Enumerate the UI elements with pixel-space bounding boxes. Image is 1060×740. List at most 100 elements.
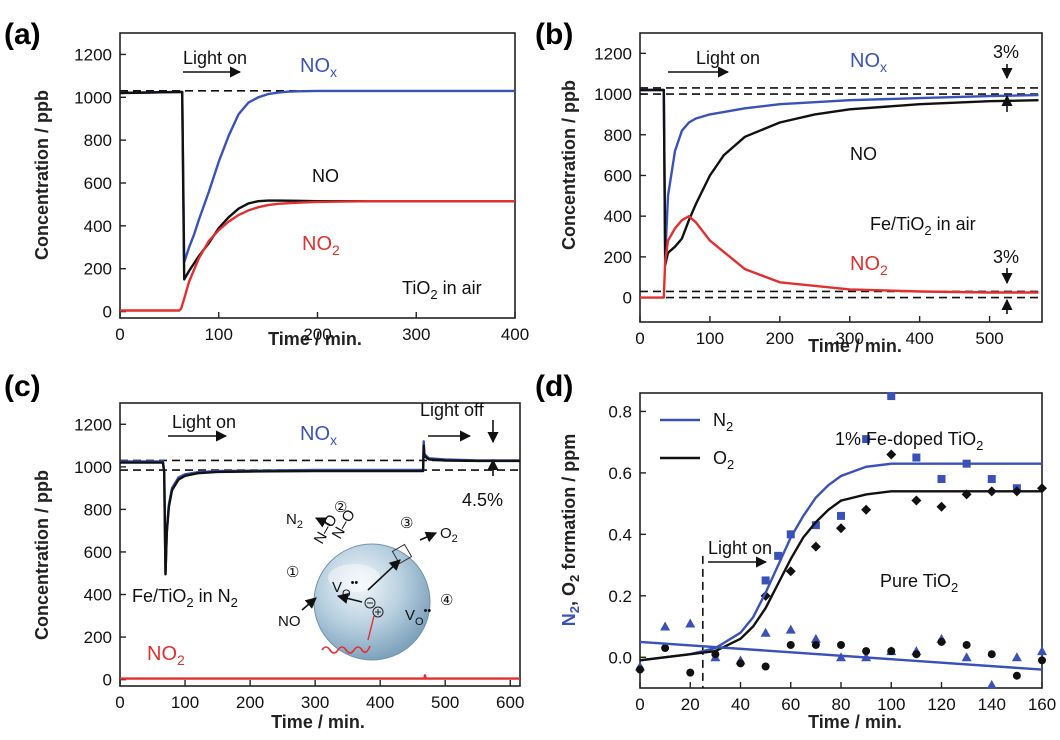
panel-c-condition: Fe/TiO2 in N2 xyxy=(132,586,238,610)
hole-symbol xyxy=(372,606,384,618)
panel-b-ytick-label: 200 xyxy=(604,248,632,267)
panel-b-ytick-label: 600 xyxy=(604,166,632,185)
panel-d-point-triangle xyxy=(986,679,997,689)
panel-d-fit-line xyxy=(639,462,1042,662)
panel-b-label: (b) xyxy=(535,18,573,51)
panel-d-point-square xyxy=(811,521,820,530)
panel-a-ytick-label: 600 xyxy=(84,174,112,193)
reaction-scheme: VO•• VO•• NO ① ② ③ ④ N2 N–O N–O O2 xyxy=(278,499,458,661)
panel-c-plot: 0 100 200 300 400 500 600 0 200 400 600 800 1000 1200 xyxy=(74,402,524,712)
panel-d-point-circle xyxy=(887,647,896,656)
panel-a-xtick-label: 300 xyxy=(402,325,430,344)
panel-d-point-diamond xyxy=(810,541,821,552)
panel-a-xtick-label: 100 xyxy=(205,325,233,344)
panel-a-nox-label: NOx xyxy=(300,55,337,80)
panel-c-xtick-label: 500 xyxy=(431,693,459,712)
panel-b-nox-label: NOx xyxy=(850,50,887,75)
panel-b-plot: 0 100 200 300 400 500 0 200 400 600 800 1000 1200 xyxy=(594,32,1043,348)
panel-d-point-diamond xyxy=(836,523,846,534)
panel-d-xtick-label: 0 xyxy=(635,695,644,714)
panel-d-xtick-label: 160 xyxy=(1028,695,1056,714)
panel-d-point-square xyxy=(786,530,795,539)
panel-c-xtick-label: 600 xyxy=(496,693,524,712)
panel-c-light-on: Light on xyxy=(172,412,236,432)
step-1: ① xyxy=(286,564,299,581)
panel-c-xtick-label: 300 xyxy=(301,693,329,712)
panel-d-point-triangle xyxy=(760,627,771,637)
panel-d-point-square xyxy=(937,475,946,484)
panel-d-point-square xyxy=(837,511,845,520)
panel-a-condition: TiO2 in air xyxy=(402,278,482,302)
panel-a-series-nox xyxy=(119,89,515,264)
panel-c-series-no2 xyxy=(120,674,520,680)
panel-c-ytick-label: 0 xyxy=(103,671,112,690)
panel-c-ytick-label: 1000 xyxy=(74,458,112,477)
panel-c-label: (c) xyxy=(4,370,41,403)
panel-d-xlabel: Time / min. xyxy=(808,712,902,732)
panel-d-point-circle xyxy=(636,665,644,674)
panel-d-point-circle xyxy=(786,640,795,649)
panel-d-point-circle xyxy=(761,662,770,671)
panel-d-point-square xyxy=(887,392,896,401)
panel-d-point-circle xyxy=(811,640,820,649)
panel-d-plot: 0 20 40 60 80 100 120 140 160 0.0 0.2 0.4 0.6 0.8 xyxy=(608,392,1056,714)
panel-a-xtick-label: 400 xyxy=(501,325,529,344)
panel-d-point-square xyxy=(862,435,871,444)
panel-a-label: (a) xyxy=(4,18,41,51)
panel-d-point-diamond xyxy=(936,501,947,512)
panel-d-point-square xyxy=(774,551,783,560)
panel-c-xtick-label: 0 xyxy=(115,693,124,712)
panel-b-xtick-label: 200 xyxy=(766,329,794,348)
panel-d-ytick-label: 0.4 xyxy=(608,525,632,544)
panel-b-no-label: NO xyxy=(850,144,877,164)
panel-a-ytick-label: 800 xyxy=(84,131,112,150)
panel-b-frame xyxy=(639,32,1043,323)
panel-a-xtick-label: 200 xyxy=(303,325,331,344)
panel-c-ytick-label: 200 xyxy=(84,628,112,647)
electron-transfer-arrow xyxy=(336,593,363,604)
panel-b-light-on: Light on xyxy=(696,48,760,68)
no-adsorb-arrow xyxy=(301,597,317,611)
panel-a-ytick-label: 400 xyxy=(84,217,112,236)
panel-d-point-circle xyxy=(912,650,921,659)
panel-c: (c) Concentration / ppb Time / min. 0 100… xyxy=(4,370,524,732)
panel-a-ytick-label: 1200 xyxy=(74,45,112,64)
panel-d-ytick-label: 0.8 xyxy=(608,402,632,421)
tio2-particle xyxy=(313,543,431,661)
panel-a-light-on: Light on xyxy=(183,48,247,68)
panel-a-plot: 0 100 200 300 400 0 200 400 600 800 1000 1200 xyxy=(74,32,529,344)
panel-b-ytick-label: 800 xyxy=(604,126,632,145)
panel-c-pct: 4.5% xyxy=(462,490,503,510)
panel-d-xtick-label: 100 xyxy=(877,695,905,714)
panel-d-point-circle xyxy=(1038,656,1046,665)
panel-d-point-circle xyxy=(686,668,695,677)
legend-n2-label: N2 xyxy=(713,410,733,434)
panel-d-legend: N2 O2 xyxy=(660,410,734,472)
panel-a-ylabel: Concentration / ppb xyxy=(32,90,52,260)
panel-a: (a) Concentration / ppb Time / min. 0 100… xyxy=(4,18,529,349)
panel-d-point-circle xyxy=(937,637,946,646)
panel-d-fit-line xyxy=(639,490,1042,662)
panel-d: (d) N2, O2 formation / ppm Time / min. 0… xyxy=(535,370,1056,732)
panel-d-point-square xyxy=(761,576,770,585)
panel-b-xtick-label: 500 xyxy=(975,329,1003,348)
panel-b-xtick-label: 0 xyxy=(635,329,644,348)
scheme-n2: N2 xyxy=(286,511,303,531)
legend-o2-label: O2 xyxy=(713,448,734,472)
panel-d-point-diamond xyxy=(886,449,897,460)
panel-d-point-circle xyxy=(661,644,670,653)
hole-transfer-arrow xyxy=(367,559,401,591)
panel-c-xtick-label: 100 xyxy=(171,693,199,712)
panel-d-point-triangle xyxy=(660,621,671,631)
panel-a-ytick-label: 200 xyxy=(84,260,112,279)
panel-d-point-triangle xyxy=(810,633,821,643)
step-3: ③ xyxy=(400,515,413,532)
panel-c-ylabel: Concentration / ppb xyxy=(32,470,52,640)
panel-b-no2-label: NO2 xyxy=(850,253,888,278)
panel-a-series-no2 xyxy=(120,199,515,312)
step-2: ② xyxy=(334,499,347,516)
panel-c-ytick-label: 600 xyxy=(84,543,112,562)
panel-d-point-circle xyxy=(837,640,845,649)
panel-d-point-triangle xyxy=(1037,646,1047,656)
